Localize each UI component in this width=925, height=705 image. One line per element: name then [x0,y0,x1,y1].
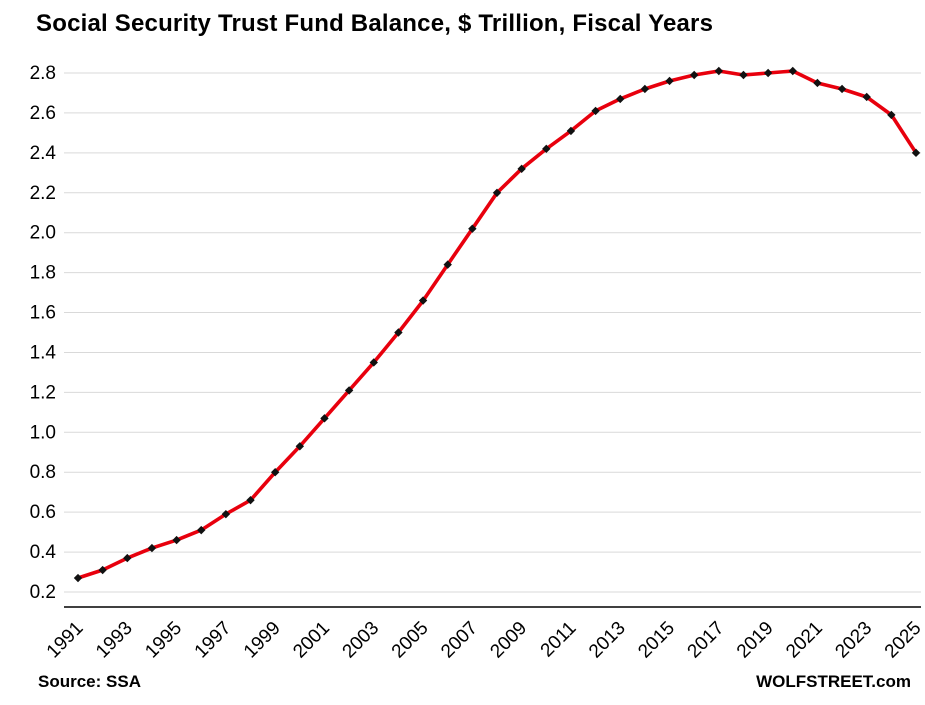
svg-text:2025: 2025 [881,618,925,660]
data-markers [73,66,921,583]
svg-text:1.6: 1.6 [30,303,56,324]
svg-text:0.4: 0.4 [30,542,57,563]
y-axis-labels: 0.2 0.4 0.6 0.8 1.0 1.2 1.4 1.6 1.8 2.0 2.2 2.4 2.6 2… [30,63,57,603]
gridlines [64,72,921,593]
svg-text:2013: 2013 [585,618,630,660]
svg-text:1.0: 1.0 [30,422,56,443]
brand-label: WOLFSTREET.com [756,672,911,691]
svg-text:2023: 2023 [831,618,876,660]
chart-title: Social Security Trust Fund Balance, $ Tr… [36,10,714,37]
svg-text:2005: 2005 [388,618,433,660]
svg-text:2009: 2009 [486,618,531,660]
svg-text:2003: 2003 [339,618,384,660]
svg-text:2.2: 2.2 [30,183,56,204]
svg-text:1991: 1991 [43,618,88,660]
svg-text:2.0: 2.0 [30,223,56,244]
line-chart: 0.2 0.4 0.6 0.8 1.0 1.2 1.4 1.6 1.8 2.0 2.2 2.4 2.6 2… [30,63,925,660]
svg-text:1997: 1997 [191,618,236,660]
chart-footer: Source: SSA WOLFSTREET.com [0,660,925,692]
svg-text:2015: 2015 [634,618,679,660]
svg-text:1.4: 1.4 [30,342,57,363]
svg-text:0.2: 0.2 [30,582,56,603]
source-label: Source: SSA [38,672,141,691]
svg-text:1995: 1995 [141,618,186,660]
svg-text:1.2: 1.2 [30,382,56,403]
svg-text:1.8: 1.8 [30,263,56,284]
svg-text:2011: 2011 [537,618,581,660]
svg-text:2017: 2017 [684,618,729,660]
svg-text:1999: 1999 [240,618,285,660]
svg-text:2.4: 2.4 [30,143,57,164]
x-axis-labels: 1991 1993 1995 1997 1999 2001 2003 2005 2007 2009… [43,618,925,660]
svg-text:2021: 2021 [782,618,827,660]
svg-text:1993: 1993 [92,618,137,660]
svg-text:0.8: 0.8 [30,462,56,483]
svg-text:2.6: 2.6 [30,103,56,124]
svg-text:0.6: 0.6 [30,502,56,523]
data-line [76,69,918,580]
svg-text:2007: 2007 [437,618,482,660]
svg-text:2019: 2019 [733,618,778,660]
svg-text:2.8: 2.8 [30,63,56,84]
svg-text:2001: 2001 [289,618,334,660]
